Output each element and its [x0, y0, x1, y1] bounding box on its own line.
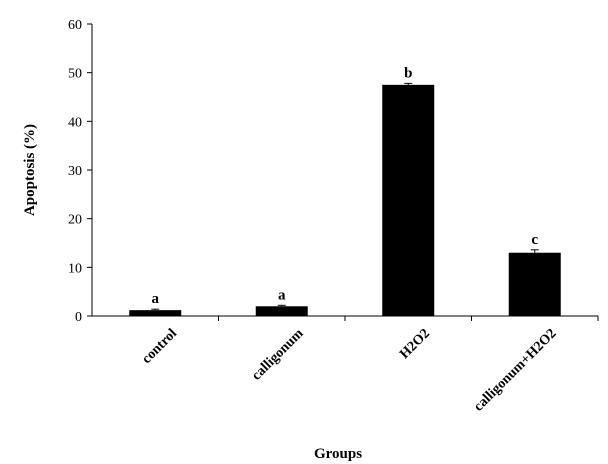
bar	[508, 252, 561, 316]
bar	[129, 310, 182, 316]
category-label: H2O2	[397, 326, 433, 362]
y-tick-label: 20	[68, 213, 82, 228]
significance-label: c	[531, 232, 538, 248]
category-labels: control calligonum H2O2 calligonum+H2O2	[139, 326, 559, 415]
category-label: control	[139, 326, 180, 367]
y-tick-label: 50	[68, 67, 82, 82]
x-axis	[92, 315, 599, 321]
category-label: calligonum+H2O2	[471, 326, 559, 414]
significance-labels: a a b c	[152, 65, 539, 307]
y-tick-label: 0	[75, 310, 82, 325]
bars	[129, 82, 561, 316]
significance-label: a	[152, 291, 160, 307]
bar	[382, 84, 435, 316]
significance-label: b	[404, 65, 412, 81]
y-tick-label: 40	[68, 115, 82, 130]
y-tick-label: 10	[68, 261, 82, 276]
category-label: calligonum	[249, 326, 307, 384]
x-axis-title: Groups	[314, 446, 362, 462]
bar	[255, 306, 308, 316]
y-axis-title: Apoptosis (%)	[22, 124, 38, 216]
y-tick-label: 30	[68, 164, 82, 179]
y-tick-label: 60	[68, 18, 82, 33]
significance-label: a	[278, 287, 286, 303]
y-axis: 0 10 20 30 40 50 60	[68, 18, 93, 325]
